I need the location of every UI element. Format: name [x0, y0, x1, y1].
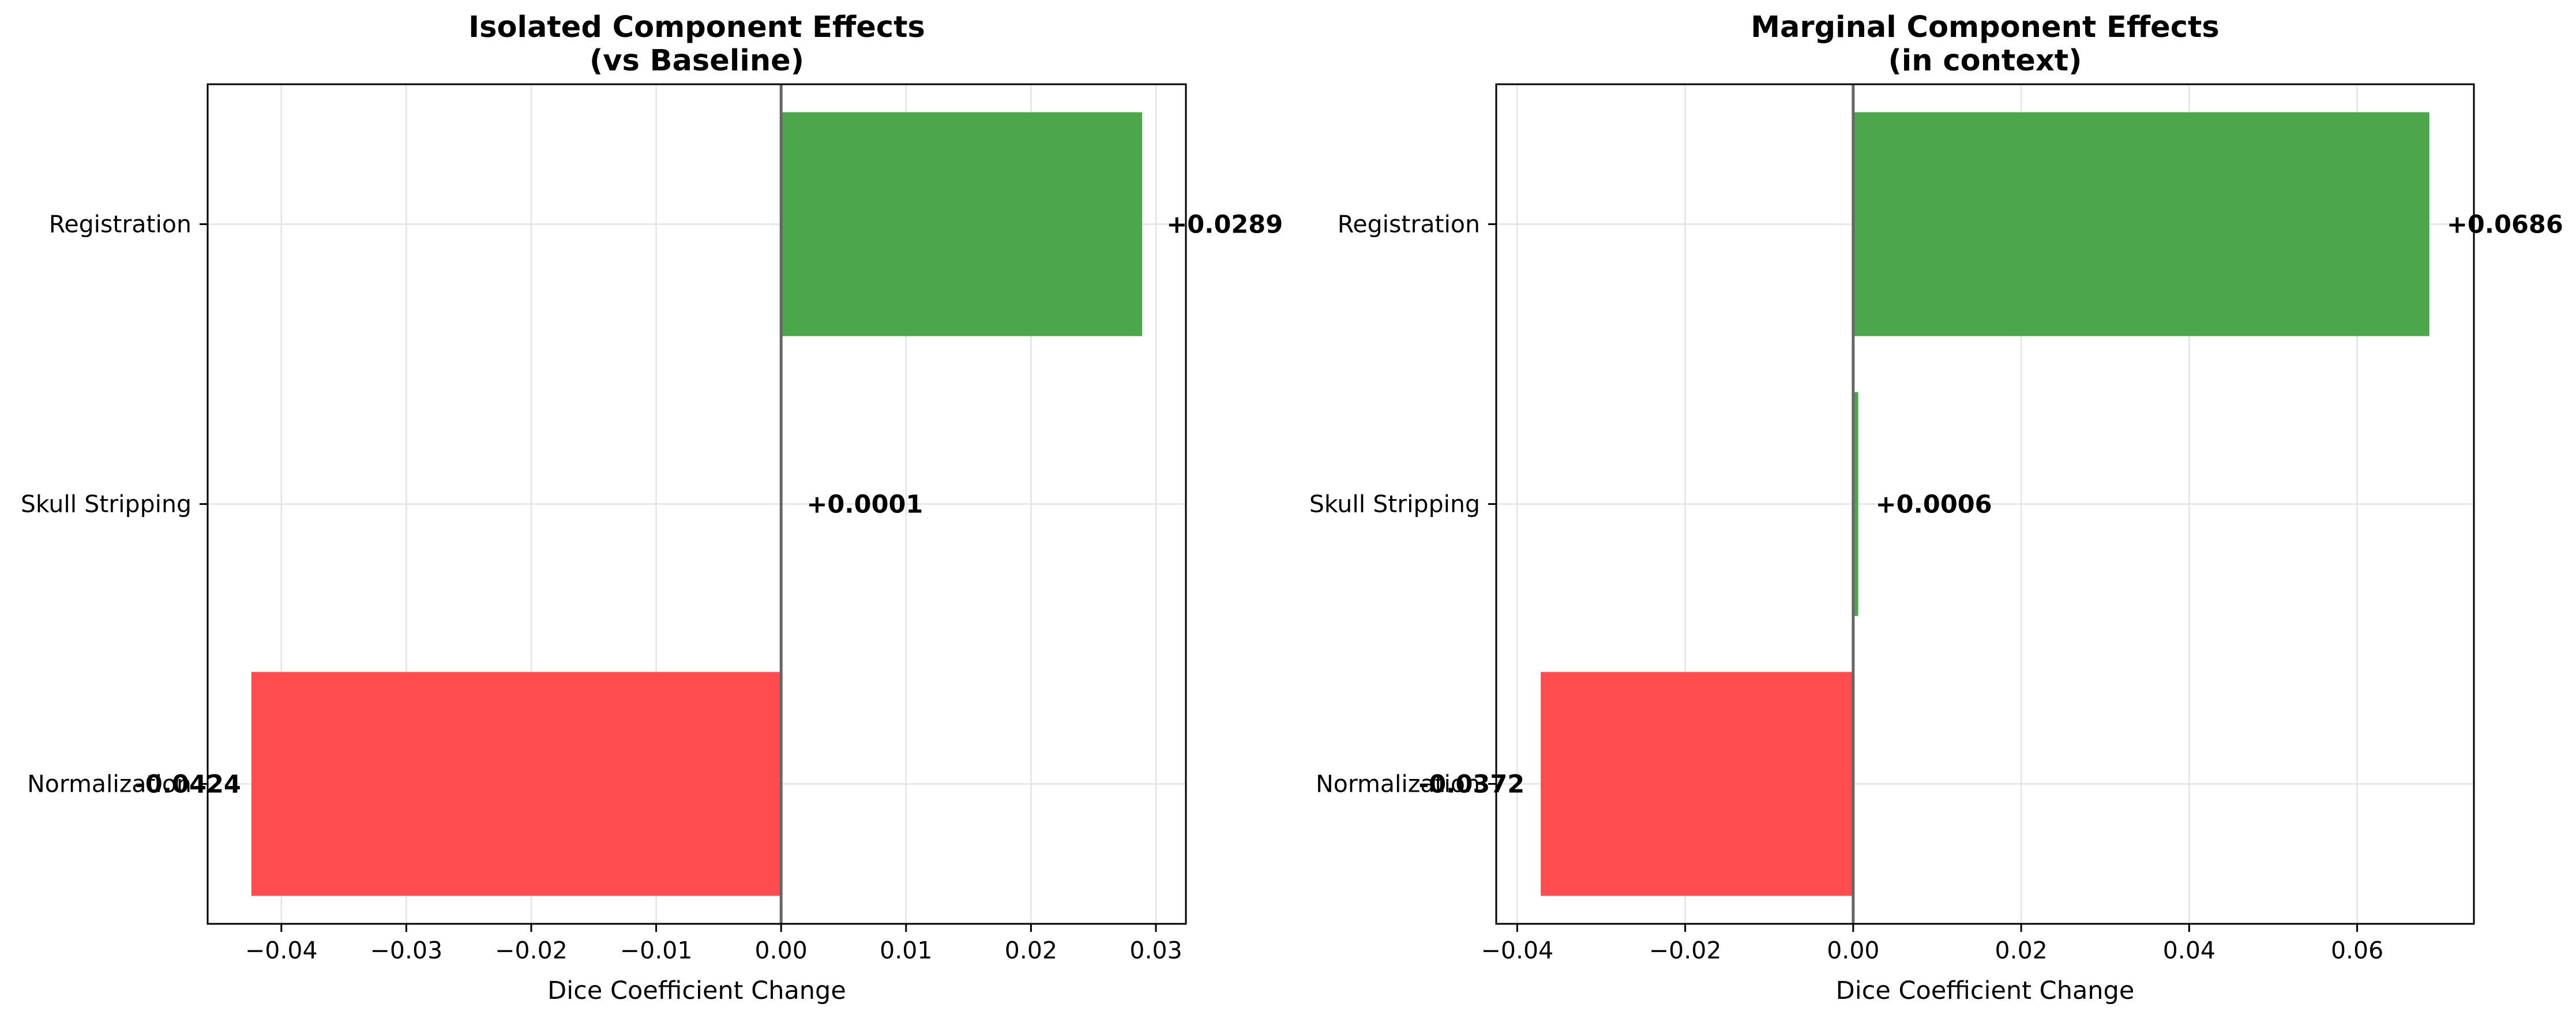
y-tick-label-normalization: Normalization — [1316, 770, 1480, 798]
bar-registration — [781, 112, 1143, 336]
x-tick-label: 0.00 — [1827, 937, 1879, 964]
data-label-registration: +0.0289 — [1166, 211, 1283, 239]
y-tick-label-registration: Registration — [1338, 211, 1480, 238]
x-tick-label: −0.04 — [245, 937, 318, 964]
x-tick-label: 0.06 — [2331, 937, 2383, 964]
y-tick-label-skull-stripping: Skull Stripping — [1309, 490, 1480, 518]
x-tick-label: −0.02 — [1649, 937, 1722, 964]
x-tick-label: −0.01 — [620, 937, 693, 964]
data-label-registration: +0.0686 — [2447, 211, 2563, 239]
bar-normalization — [1541, 672, 1853, 896]
data-label-normalization: -0.0372 — [1418, 770, 1524, 799]
chart-title-line: Marginal Component Effects — [1751, 10, 2219, 44]
y-tick-label-registration: Registration — [49, 211, 191, 238]
x-tick-label: −0.02 — [495, 937, 568, 964]
chart-title: Marginal Component Effects (in context) — [1751, 10, 2219, 78]
x-tick-label: 0.00 — [755, 937, 808, 964]
x-tick-label: 0.03 — [1129, 937, 1182, 964]
data-label-skull-stripping: +0.0001 — [806, 490, 923, 519]
chart-panel-marginal-effects: −0.04 −0.02 0.00 0.02 0.04 0.06 Registration Sk… — [1309, 10, 2563, 1005]
bar-normalization — [251, 672, 782, 896]
chart-title-line: Isolated Component Effects — [468, 10, 925, 44]
x-axis-label: Dice Coefficient Change — [1836, 976, 2135, 1005]
x-tick-label: 0.02 — [1995, 937, 2047, 964]
chart-panel-isolated-effects: −0.04 −0.03 −0.02 −0.01 0.00 0.01 0.02 0.03 Regi… — [21, 10, 1283, 1005]
x-tick-label: 0.01 — [880, 937, 932, 964]
x-tick-label: −0.04 — [1481, 937, 1554, 964]
x-tick-label: −0.03 — [370, 937, 443, 964]
chart-title-line: (vs Baseline) — [589, 44, 804, 78]
chart-title-line: (in context) — [1888, 44, 2082, 78]
x-axis-label: Dice Coefficient Change — [547, 976, 846, 1005]
bar-skull-stripping — [1853, 392, 1858, 616]
data-label-normalization: -0.0424 — [135, 770, 241, 799]
data-label-skull-stripping: +0.0006 — [1876, 490, 1992, 519]
chart-title: Isolated Component Effects (vs Baseline) — [468, 10, 925, 78]
x-tick-label: 0.04 — [2163, 937, 2215, 964]
y-tick-label-normalization: Normalization — [27, 770, 191, 798]
bar-registration — [1853, 112, 2429, 336]
x-tick-label: 0.02 — [1005, 937, 1057, 964]
y-tick-label-skull-stripping: Skull Stripping — [21, 490, 191, 518]
